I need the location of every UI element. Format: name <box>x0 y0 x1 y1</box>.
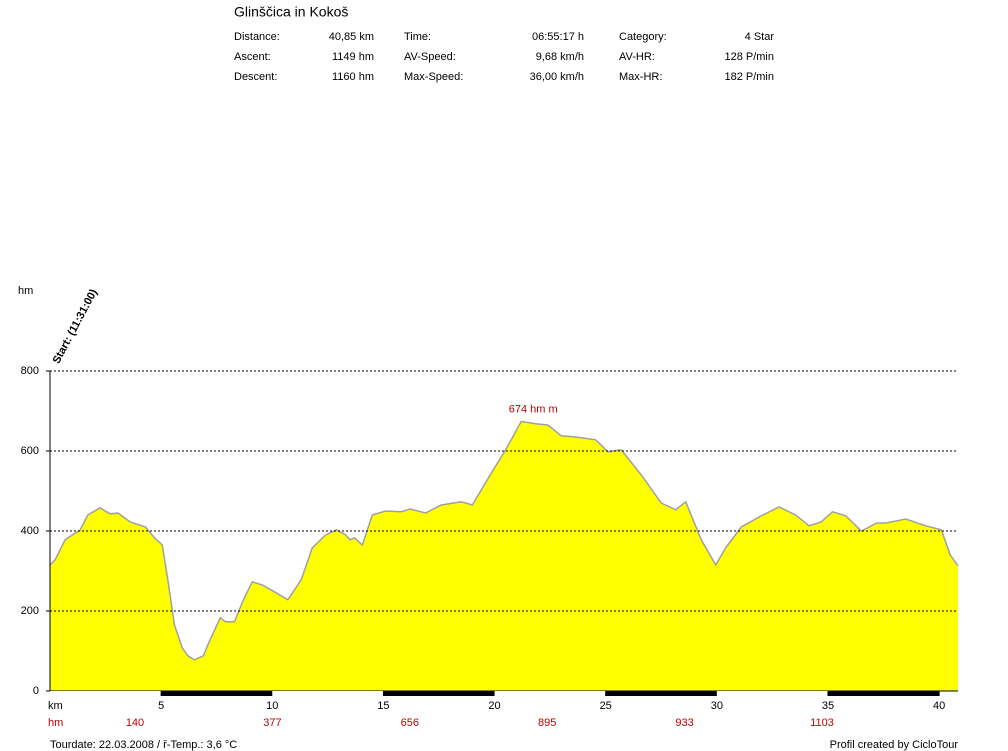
elevation-line <box>49 420 959 661</box>
stat-value: 06:55:17 h <box>532 31 584 43</box>
stat-label: AV-Speed: <box>404 51 456 63</box>
x-band <box>605 691 717 696</box>
stat-value: 1149 hm <box>332 51 374 63</box>
stat-label: Time: <box>404 31 431 43</box>
x-band <box>50 691 162 696</box>
y-axis-label: hm <box>18 285 33 297</box>
row-value: 140 <box>126 717 144 729</box>
y-tick-label: 200 <box>21 605 39 617</box>
x-axis-label: km <box>48 700 63 712</box>
stat-label: Category: <box>619 31 667 43</box>
x-tick-label: 5 <box>158 700 164 712</box>
row-value: 656 <box>401 717 419 729</box>
peak-label: 674 hm m <box>509 403 558 415</box>
stat-label: Ascent: <box>234 51 271 63</box>
x-band <box>272 691 384 696</box>
row-label: hm <box>48 717 63 729</box>
x-tick-label: 25 <box>600 700 612 712</box>
chart-title: Glinščica in Kokoš <box>234 4 348 20</box>
row-value: 933 <box>675 717 693 729</box>
stat-label: Descent: <box>234 71 277 83</box>
y-tick-label: 600 <box>21 445 39 457</box>
y-tick-label: 400 <box>21 525 39 537</box>
y-tick-label: 800 <box>21 365 39 377</box>
x-band <box>494 691 606 696</box>
x-tick-label: 15 <box>377 700 389 712</box>
x-tick-label: 30 <box>711 700 723 712</box>
stat-label: Max-HR: <box>619 71 662 83</box>
stat-label: Max-Speed: <box>404 71 463 83</box>
x-band <box>827 691 940 696</box>
stat-value: 4 Star <box>745 31 775 43</box>
row-value: 895 <box>538 717 556 729</box>
start-label: Start: (11:31:00) <box>51 287 101 366</box>
x-tick-label: 35 <box>822 700 834 712</box>
footer-right: Profil created by CicloTour <box>830 739 959 751</box>
stat-value: 36,00 km/h <box>530 71 584 83</box>
stat-value: 1160 hm <box>332 71 374 83</box>
footer-left: Tourdate: 22.03.2008 / ř-Temp.: 3,6 °C <box>50 739 237 751</box>
x-band <box>716 691 828 696</box>
x-tick-label: 10 <box>266 700 278 712</box>
x-tick-label: 20 <box>488 700 500 712</box>
row-value: 377 <box>263 717 281 729</box>
area-fill <box>50 421 958 691</box>
stat-label: AV-HR: <box>619 51 655 63</box>
stat-value: 40,85 km <box>329 31 374 43</box>
row-value: 1103 <box>810 717 834 729</box>
stat-value: 182 P/min <box>724 71 774 83</box>
y-tick-label: 0 <box>33 685 39 697</box>
x-band <box>383 691 495 696</box>
stat-label: Distance: <box>234 31 280 43</box>
stat-value: 128 P/min <box>724 51 774 63</box>
x-band <box>161 691 273 696</box>
stat-value: 9,68 km/h <box>536 51 584 63</box>
x-tick-label: 40 <box>933 700 945 712</box>
